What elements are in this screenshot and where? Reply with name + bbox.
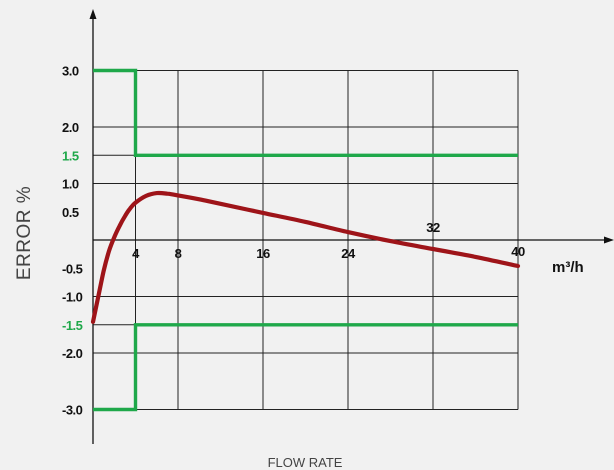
x-axis-arrow-icon bbox=[604, 236, 614, 244]
x-tick-label: 40 bbox=[511, 244, 525, 259]
y-tick-labels: 3.0 2.0 1.5 1.0 0.5 -0.5 -1.0 -1.5 -2.0 -3.0 bbox=[62, 64, 83, 418]
y-tick-label: -1.0 bbox=[62, 290, 83, 305]
y-axis-arrow-icon bbox=[89, 9, 97, 19]
x-tick-label: 4 bbox=[132, 246, 140, 261]
y-tick-label: -0.5 bbox=[62, 261, 83, 276]
x-tick-label: 24 bbox=[341, 246, 356, 261]
error-curve-line bbox=[90, 190, 521, 324]
y-tick-label: 2.0 bbox=[62, 120, 79, 135]
x-tick-label: 8 bbox=[175, 246, 182, 261]
y-tick-label: -3.0 bbox=[62, 403, 83, 418]
x-tick-label: 16 bbox=[256, 246, 270, 261]
series-layer bbox=[90, 68, 521, 412]
y-tick-label: -1.5 bbox=[62, 318, 83, 333]
y-tick-label: -2.0 bbox=[62, 346, 83, 361]
x-axis-title: FLOW RATE bbox=[268, 455, 343, 470]
y-tick-label: 0.5 bbox=[62, 205, 79, 220]
y-tick-label: 3.0 bbox=[62, 64, 79, 79]
x-tick-label: 32 bbox=[426, 220, 440, 235]
y-tick-label: 1.5 bbox=[62, 148, 79, 163]
x-unit-label: m³/h bbox=[552, 259, 584, 276]
y-axis-title: ERROR % bbox=[14, 186, 35, 280]
lower-limit-line bbox=[93, 323, 518, 412]
axes bbox=[89, 9, 614, 444]
upper-limit-line bbox=[93, 68, 518, 157]
y-tick-label: 1.0 bbox=[62, 177, 79, 192]
x-tick-labels: 4 8 16 24 32 40 bbox=[132, 220, 525, 261]
